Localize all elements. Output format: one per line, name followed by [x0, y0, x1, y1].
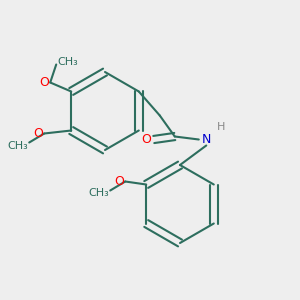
Text: O: O: [33, 127, 43, 140]
Text: N: N: [202, 133, 211, 146]
Text: O: O: [39, 76, 49, 89]
Text: CH₃: CH₃: [7, 140, 28, 151]
Text: CH₃: CH₃: [58, 56, 79, 67]
Text: H: H: [217, 122, 225, 133]
Text: O: O: [114, 175, 124, 188]
Text: O: O: [141, 133, 151, 146]
Text: CH₃: CH₃: [88, 188, 109, 199]
